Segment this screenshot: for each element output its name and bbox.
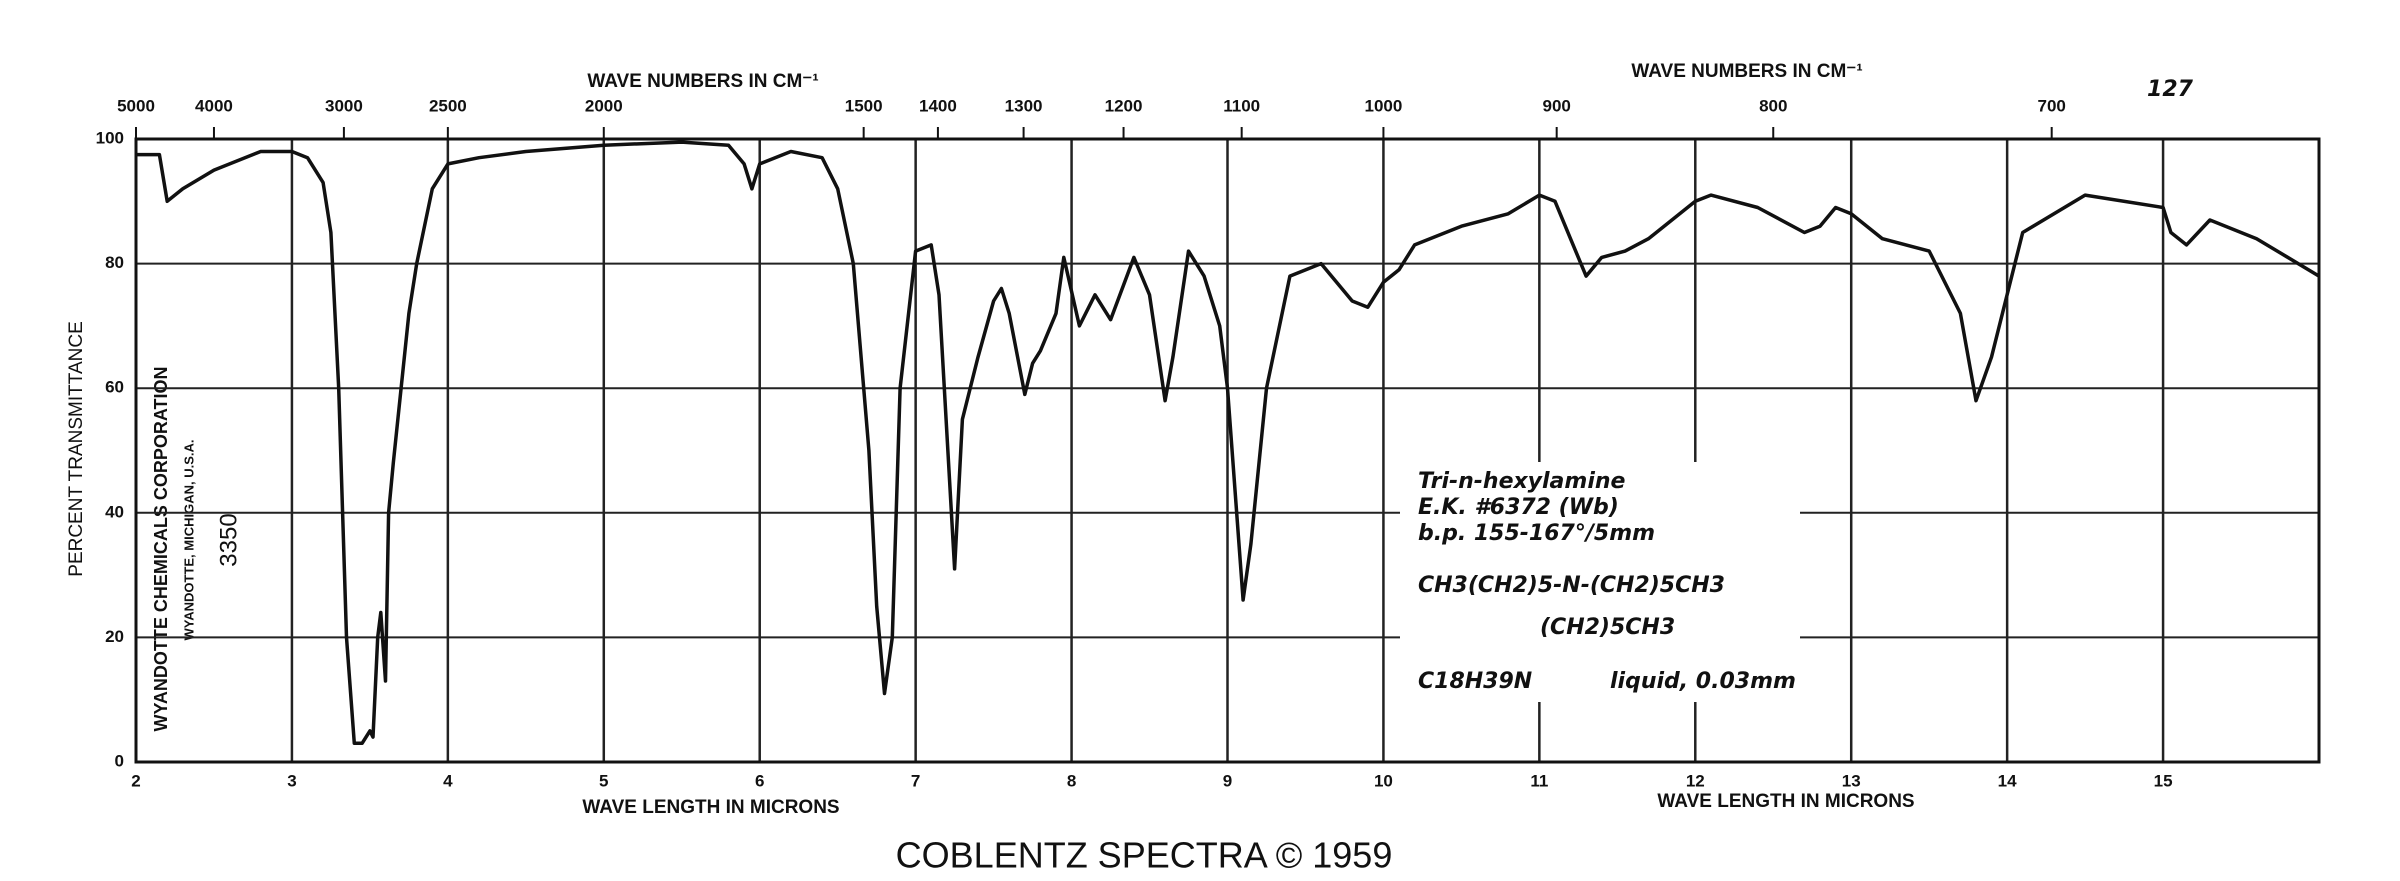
- top-tick-label: 1400: [919, 96, 957, 115]
- y-axis-title: PERCENT TRANSMITTANCE: [66, 321, 87, 576]
- x-tick-label: 13: [1842, 771, 1861, 790]
- annotation-box: [1400, 462, 1800, 702]
- top-tick-label: 2000: [585, 96, 623, 115]
- x-tick-label: 10: [1374, 771, 1393, 790]
- y-tick-label: 100: [96, 128, 124, 147]
- y-tick-label: 80: [105, 253, 124, 272]
- top-tick-label: 4000: [195, 96, 233, 115]
- annotation: C18H39N: [1418, 669, 1532, 694]
- annotation: Tri-n-hexylamine: [1418, 469, 1626, 494]
- annotation: (CH2)5CH3: [1540, 615, 1675, 640]
- x-tick-label: 5: [599, 771, 608, 790]
- page-number: 127: [2147, 77, 2194, 102]
- x-tick-label: 2: [131, 771, 140, 790]
- x-tick-label: 14: [1998, 771, 2017, 790]
- source-number: 3350: [215, 513, 242, 566]
- footer: COBLENTZ SPECTRA © 1959: [896, 835, 1393, 876]
- x-tick-label: 9: [1223, 771, 1232, 790]
- plot-frame: [134, 137, 2321, 764]
- x-tick-label: 11: [1530, 771, 1548, 790]
- x-tick-label: 4: [443, 771, 453, 790]
- y-tick-label: 40: [105, 502, 124, 521]
- spectrum-line: [136, 140, 2320, 746]
- top-tick-label: 1300: [1005, 96, 1043, 115]
- top-tick-label: 1200: [1105, 96, 1143, 115]
- top-axis-title: WAVE NUMBERS IN CM⁻¹: [1631, 61, 1862, 82]
- annotation: b.p. 155-167°/5mm: [1418, 521, 1655, 546]
- annotation: CH3(CH2)5-N-(CH2)5CH3: [1418, 573, 1725, 598]
- x-tick-label: 15: [2154, 771, 2173, 790]
- y-tick-label: 20: [105, 627, 124, 646]
- x-axis-title: WAVE LENGTH IN MICRONS: [582, 797, 839, 818]
- y-tick-label: 60: [105, 378, 124, 397]
- source-location: WYANDOTTE, MICHIGAN, U.S.A.: [181, 439, 196, 640]
- top-tick-label: 700: [2038, 96, 2066, 115]
- top-tick-label: 1000: [1365, 96, 1403, 115]
- top-tick-label: 5000: [117, 96, 155, 115]
- source-name: WYANDOTTE CHEMICALS CORPORATION: [151, 366, 171, 731]
- annotation: E.K. #6372 (Wb): [1418, 495, 1619, 520]
- x-axis-title: WAVE LENGTH IN MICRONS: [1657, 791, 1914, 812]
- x-tick-label: 8: [1067, 771, 1076, 790]
- top-tick-label: 900: [1542, 96, 1570, 115]
- top-tick-label: 3000: [325, 96, 363, 115]
- x-tick-label: 6: [755, 771, 764, 790]
- x-tick-label: 3: [287, 771, 296, 790]
- annotation: liquid, 0.03mm: [1610, 669, 1796, 694]
- x-tick-label: 12: [1686, 771, 1705, 790]
- top-tick-label: 2500: [429, 96, 467, 115]
- top-tick-label: 1500: [845, 96, 883, 115]
- top-tick-label: 800: [1759, 96, 1787, 115]
- y-tick-label: 0: [115, 751, 124, 770]
- x-tick-label: 7: [911, 771, 920, 790]
- top-tick-label: 1100: [1223, 96, 1260, 115]
- top-axis-title: WAVE NUMBERS IN CM⁻¹: [587, 71, 818, 92]
